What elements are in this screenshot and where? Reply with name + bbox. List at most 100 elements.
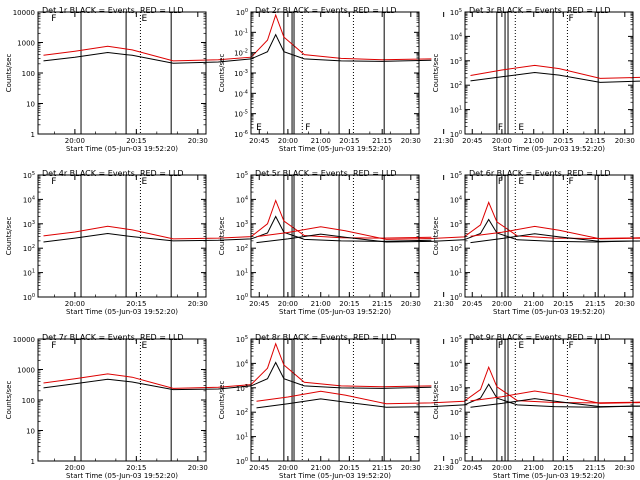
y-axis-label: Counts/sec	[5, 217, 13, 256]
x-tick-label: 20:00	[278, 464, 298, 472]
panel-title: Det 8r BLACK = Events, RED = LLD	[255, 333, 397, 342]
y-axis-label: Counts/sec	[218, 54, 226, 93]
x-tick-label: 20:15	[126, 464, 146, 472]
x-axis-label: Start Time (05-Jun-03 19:52:20)	[279, 308, 391, 316]
time-marker-label: F	[568, 14, 573, 24]
y-tick-label: 101	[236, 269, 248, 278]
plot-frame	[37, 11, 207, 135]
x-tick-label: 20:15	[339, 137, 359, 145]
x-tick-label: 20:00	[65, 300, 85, 308]
x-tick-label: 20:30	[188, 464, 208, 472]
events-series-line	[43, 33, 432, 64]
y-tick-label: 101	[450, 106, 462, 115]
x-tick-label: 20:30	[401, 464, 421, 472]
x-axis-label: Start Time (05-Jun-03 19:52:20)	[66, 472, 178, 480]
y-tick-label: 100	[450, 457, 462, 466]
events-series-line	[470, 398, 640, 408]
x-tick-label: 21:15	[372, 464, 392, 472]
panel-title: Det 2r BLACK = Events, RED = LLD	[255, 6, 397, 15]
y-axis-label: Counts/sec	[5, 381, 13, 420]
y-tick-label: 10-4	[234, 89, 248, 98]
lld-series-line	[256, 365, 640, 405]
time-marker-label: E	[518, 123, 524, 133]
y-tick-label: 104	[23, 195, 35, 204]
y-tick-label: 101	[450, 433, 462, 442]
plot-frame	[37, 338, 207, 462]
panel-title: Det 1r BLACK = Events, RED = LLD	[42, 6, 184, 15]
y-tick-label: 105	[236, 335, 248, 344]
time-marker-label: F	[568, 341, 573, 351]
x-tick-label: 20:00	[492, 300, 512, 308]
x-tick-label: 21:00	[311, 300, 331, 308]
plot-frame	[464, 174, 634, 298]
y-tick-label: 104	[236, 359, 248, 368]
events-series-line	[256, 383, 640, 409]
y-tick-label: 103	[450, 57, 462, 66]
x-tick-label: 21:00	[311, 137, 331, 145]
x-tick-label: 20:00	[278, 300, 298, 308]
plot-frame	[250, 338, 420, 462]
time-marker-label: E	[256, 123, 262, 133]
x-tick-label: 20:45	[249, 300, 269, 308]
time-marker-label: F	[51, 177, 56, 187]
x-tick-label: 21:30	[434, 300, 454, 308]
x-tick-label: 21:15	[585, 300, 605, 308]
y-tick-label: 10-1	[234, 28, 248, 37]
plot-frame	[37, 174, 207, 298]
y-tick-label: 102	[236, 244, 248, 253]
x-tick-label: 20:15	[126, 137, 146, 145]
y-tick-label: 104	[450, 195, 462, 204]
x-tick-label: 21:00	[524, 464, 544, 472]
x-tick-label: 20:00	[492, 464, 512, 472]
time-marker-label: F	[51, 341, 56, 351]
x-axis-label: Start Time (05-Jun-03 19:52:20)	[66, 308, 178, 316]
y-tick-label: 104	[450, 32, 462, 41]
x-tick-label: 20:45	[249, 137, 269, 145]
x-tick-label: 21:30	[434, 464, 454, 472]
y-tick-label: 104	[450, 359, 462, 368]
detector-panel-7: Det 7r BLACK = Events, RED = LLD Counts/s…	[5, 333, 454, 480]
y-tick-label: 105	[450, 8, 462, 17]
x-tick-label: 20:00	[278, 137, 298, 145]
detector-panel-5: Det 5r BLACK = Events, RED = LLD Counts/s…	[218, 169, 640, 316]
y-tick-label: 101	[23, 269, 35, 278]
events-series-line	[256, 218, 640, 244]
x-axis-label: Start Time (05-Jun-03 19:52:20)	[493, 308, 605, 316]
y-tick-label: 101	[450, 269, 462, 278]
y-tick-label: 101	[236, 433, 248, 442]
time-marker-label: E	[141, 341, 147, 351]
y-tick-label: 1000	[17, 367, 35, 375]
y-tick-label: 1	[31, 458, 35, 466]
y-axis-label: Counts/sec	[218, 217, 226, 256]
y-axis-label: Counts/sec	[432, 217, 440, 256]
events-series-line	[43, 215, 432, 243]
y-tick-label: 100	[22, 70, 35, 78]
events-series-line	[43, 361, 432, 391]
plot-frame	[250, 11, 420, 135]
x-axis-label: Start Time (05-Jun-03 19:52:20)	[493, 145, 605, 153]
y-tick-label: 10	[26, 101, 35, 109]
time-marker-label: F	[498, 123, 503, 133]
x-tick-label: 20:00	[65, 137, 85, 145]
y-tick-label: 102	[450, 81, 462, 90]
time-marker-label: F	[498, 177, 503, 187]
panel-title: Det 5r BLACK = Events, RED = LLD	[255, 169, 397, 178]
x-tick-label: 20:45	[249, 464, 269, 472]
x-tick-label: 21:00	[311, 464, 331, 472]
time-marker-label: F	[568, 177, 573, 187]
y-axis-label: Counts/sec	[5, 54, 13, 93]
y-tick-label: 103	[450, 220, 462, 229]
x-tick-label: 20:30	[615, 137, 635, 145]
lld-series-line	[256, 201, 640, 240]
x-tick-label: 21:30	[434, 137, 454, 145]
y-tick-label: 102	[450, 408, 462, 417]
time-marker-label: E	[518, 341, 524, 351]
y-tick-label: 104	[236, 195, 248, 204]
x-tick-label: 21:15	[372, 300, 392, 308]
y-tick-label: 1	[31, 131, 35, 139]
x-tick-label: 20:15	[553, 464, 573, 472]
time-marker-label: E	[141, 14, 147, 24]
y-tick-label: 10	[26, 428, 35, 436]
y-tick-label: 10-3	[234, 69, 248, 78]
